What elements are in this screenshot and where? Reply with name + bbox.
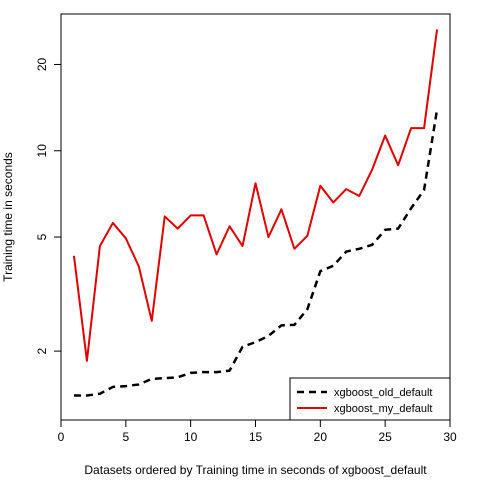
y-axis: 2 5 10 20: [35, 57, 61, 354]
x-tick-label: 15: [249, 430, 263, 444]
plot-frame: [61, 14, 450, 420]
series-line-xgboost_my_default: [74, 29, 437, 360]
x-axis: 0 5 10 15 20 25 30: [58, 420, 457, 444]
legend: xgboost_old_default xgboost_my_default: [290, 378, 450, 420]
legend-label: xgboost_old_default: [334, 387, 432, 399]
y-tick-label: 20: [35, 57, 49, 71]
x-tick-label: 25: [378, 430, 392, 444]
y-tick-label: 10: [35, 144, 49, 158]
x-tick-label: 20: [314, 430, 328, 444]
y-tick-label: 2: [35, 347, 49, 354]
x-tick-label: 30: [443, 430, 457, 444]
legend-label: xgboost_my_default: [334, 403, 432, 415]
x-tick-label: 10: [184, 430, 198, 444]
y-tick-label: 5: [35, 233, 49, 240]
y-axis-label: Training time in seconds: [1, 152, 15, 282]
series-line-xgboost_old_default: [74, 110, 437, 396]
x-tick-label: 5: [122, 430, 129, 444]
x-axis-label: Datasets ordered by Training time in sec…: [84, 463, 427, 477]
x-tick-label: 0: [58, 430, 65, 444]
series-layer: [74, 29, 437, 395]
